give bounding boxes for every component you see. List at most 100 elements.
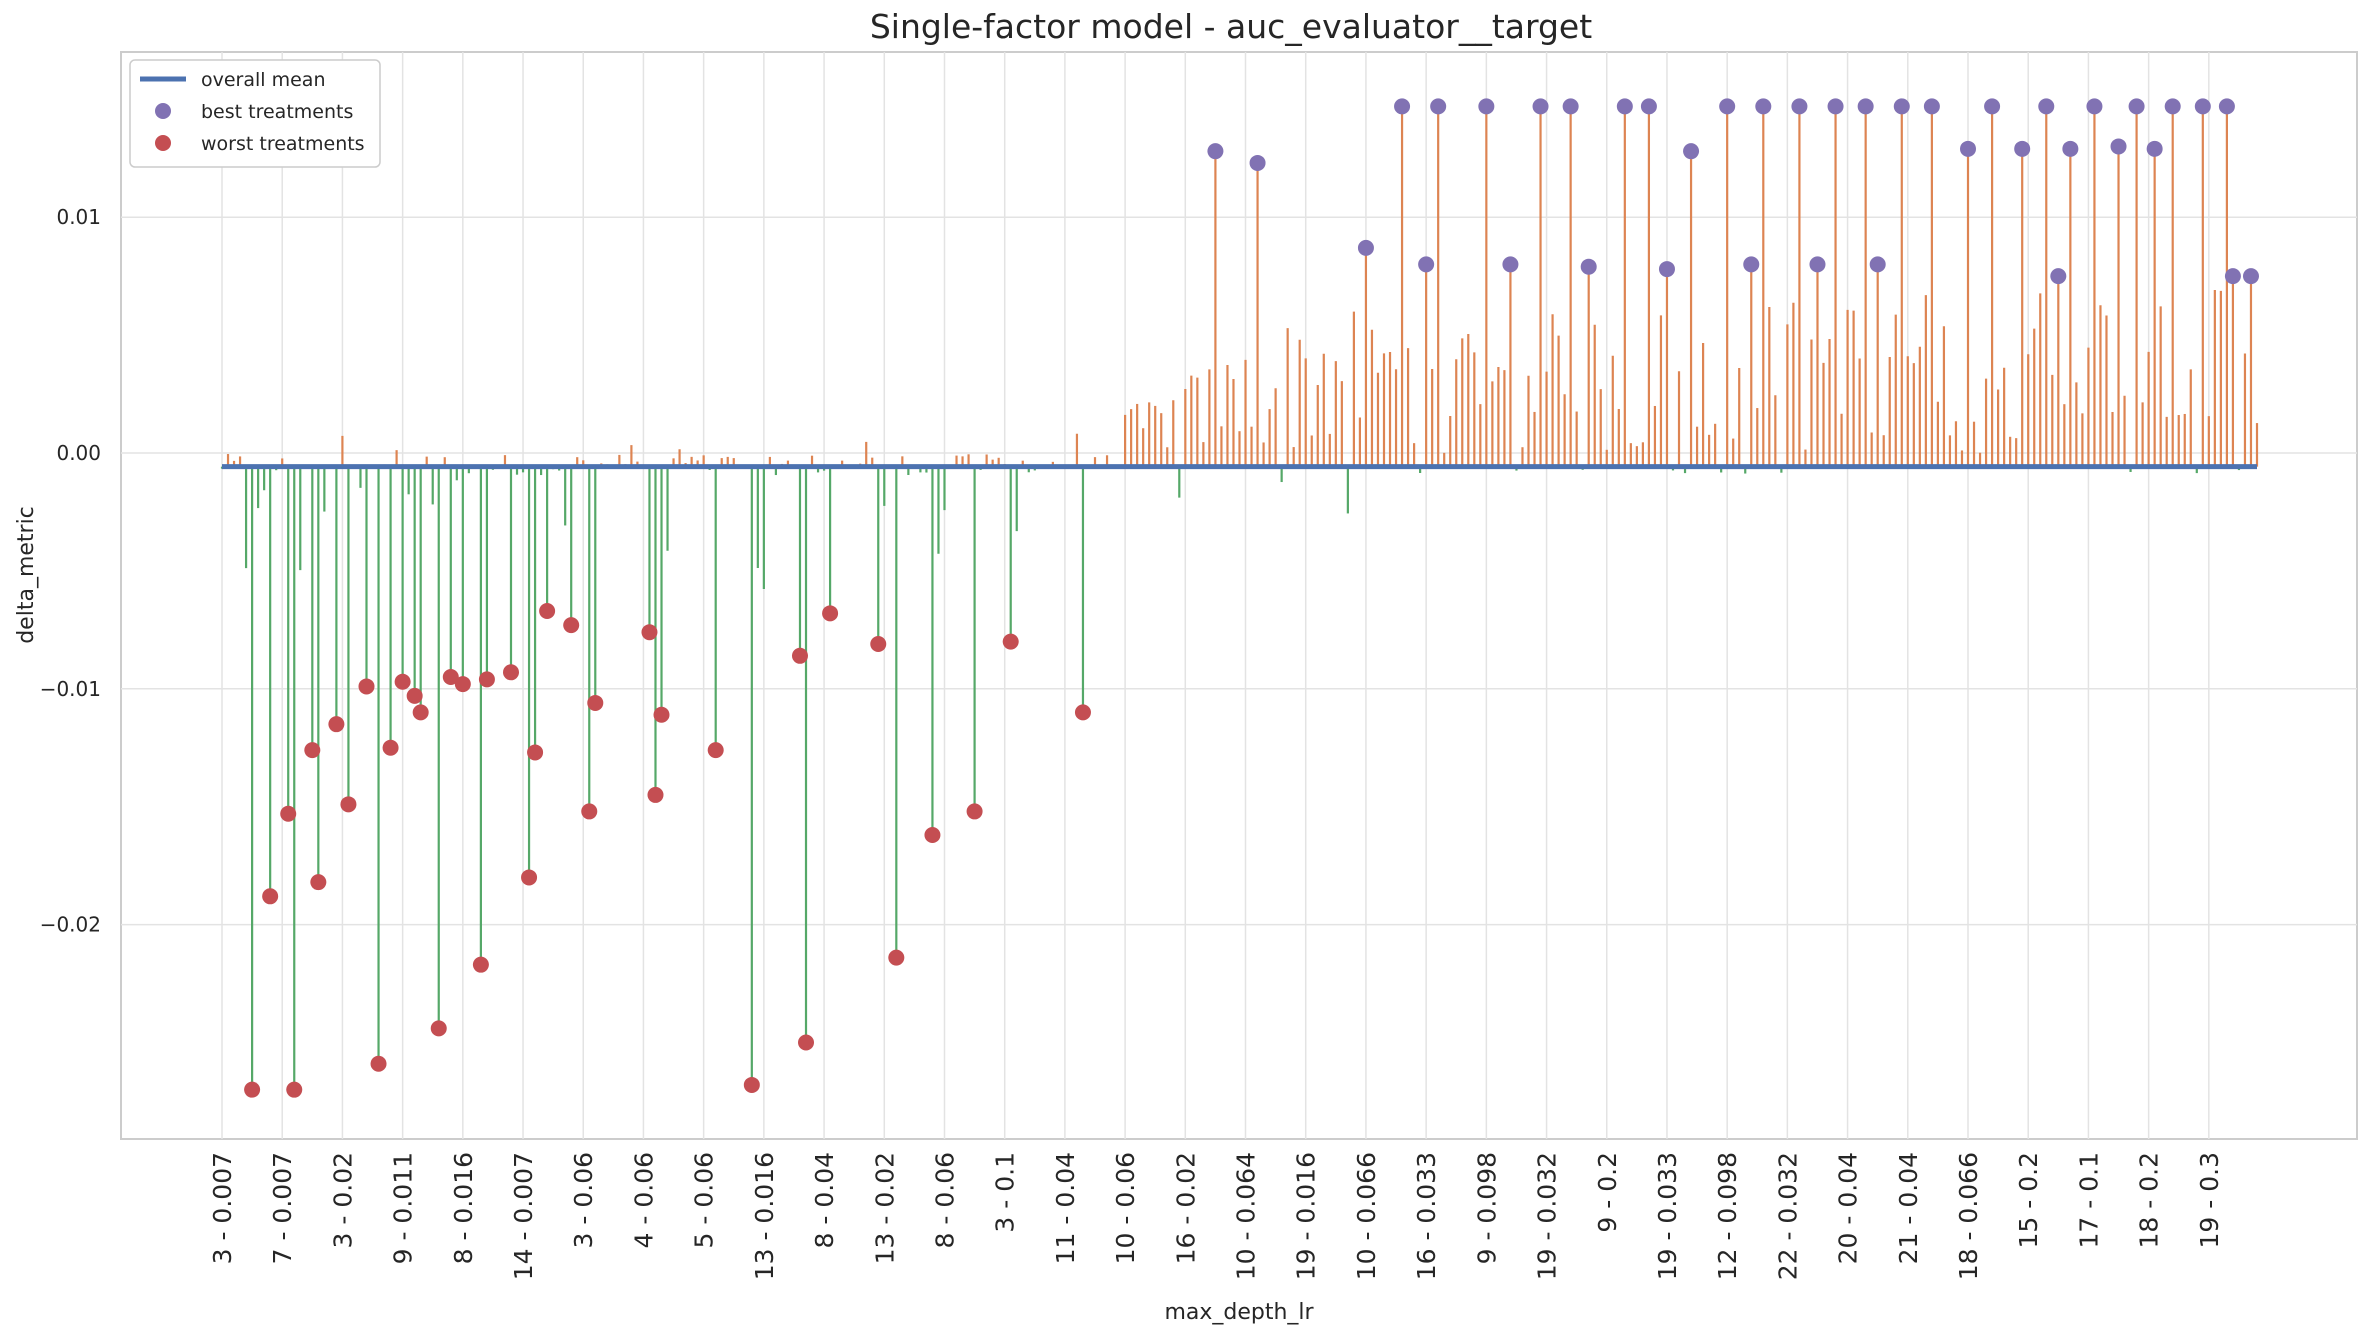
best-treatment-point [2110, 138, 2127, 155]
y-tick-label: 0.00 [56, 441, 101, 465]
worst-treatment-point [406, 687, 423, 704]
best-treatment-point [1249, 154, 1266, 171]
x-tick-label: 10 - 0.066 [1352, 1152, 1381, 1280]
worst-treatment-point [743, 1076, 760, 1093]
x-tick-label: 18 - 0.2 [2135, 1152, 2164, 1248]
y-tick-labels: 0.01 0.00 −0.01 −0.02 [40, 205, 101, 936]
worst-treatment-point [394, 673, 411, 690]
x-tick-label: 16 - 0.033 [1412, 1152, 1441, 1280]
x-tick-label: 17 - 0.1 [2074, 1152, 2103, 1248]
x-tick-label: 3 - 0.02 [328, 1152, 357, 1248]
best-treatment-point [1755, 98, 1772, 115]
legend-label-mean: overall mean [201, 69, 326, 91]
best-treatment-point [1827, 98, 1844, 115]
x-axis-title: max_depth_lr [1164, 1300, 1314, 1325]
legend-box [129, 59, 381, 168]
best-treatment-point [1743, 256, 1760, 273]
best-treatment-point [1394, 98, 1411, 115]
best-treatment-point [1893, 98, 1910, 115]
best-treatment-point [2062, 140, 2079, 157]
worst-treatment-point [244, 1081, 261, 1098]
x-tick-label: 8 - 0.04 [810, 1152, 839, 1248]
x-tick-label: 21 - 0.04 [1894, 1152, 1923, 1264]
worst-treatment-point [478, 671, 495, 688]
x-tick-label: 22 - 0.032 [1773, 1152, 1802, 1280]
chart-title: Single-factor model - auc_evaluator__tar… [870, 7, 1592, 46]
worst-treatment-point [563, 617, 580, 634]
best-treatment-point [2050, 268, 2067, 285]
worst-treatment-point [358, 678, 375, 695]
worst-treatment-point [653, 706, 670, 723]
best-treatment-point [1719, 98, 1736, 115]
worst-treatment-point [472, 956, 489, 973]
worst-treatment-point [870, 635, 887, 652]
best-treatment-point [1923, 98, 1940, 115]
x-tick-label: 19 - 0.3 [2195, 1152, 2224, 1248]
plot-frame [120, 51, 2358, 1140]
x-tick-label: 8 - 0.06 [930, 1152, 959, 1248]
x-tick-label: 3 - 0.007 [208, 1152, 237, 1264]
worst-treatment-point [707, 742, 724, 759]
best-treatment-point [1562, 98, 1579, 115]
x-tick-label: 4 - 0.06 [629, 1152, 658, 1248]
worst-treatment-point [502, 664, 519, 681]
x-tick-label: 12 - 0.098 [1713, 1152, 1742, 1280]
worst-treatment-point [286, 1081, 303, 1098]
x-tick-label: 7 - 0.007 [268, 1152, 297, 1264]
best-treatment-point [1791, 98, 1808, 115]
worst-treatment-point [587, 694, 604, 711]
grid-layer [121, 52, 2357, 1139]
best-treatment-point [1580, 258, 1597, 275]
x-tick-label: 3 - 0.1 [991, 1152, 1020, 1233]
x-tick-labels: 3 - 0.007 7 - 0.007 3 - 0.02 9 - 0.011 8 - 0… [208, 1152, 2224, 1280]
worst-treatment-point [340, 796, 357, 813]
best-treatment-point [1984, 98, 2001, 115]
x-tick-label: 9 - 0.011 [389, 1152, 418, 1264]
x-tick-label: 10 - 0.064 [1232, 1152, 1261, 1280]
x-tick-label: 19 - 0.032 [1533, 1152, 1562, 1280]
best-treatment-point [1357, 239, 1374, 256]
worst-treatment-point [822, 605, 839, 622]
worst-treatment-point [430, 1020, 447, 1037]
best-treatment-point [1478, 98, 1495, 115]
worst-treatment-point [280, 805, 297, 822]
best-treatment-point [1430, 98, 1447, 115]
x-tick-label: 18 - 0.066 [1954, 1152, 1983, 1280]
worst-treatment-point [382, 739, 399, 756]
legend-label-worst: worst treatments [201, 133, 365, 155]
worst-treatment-point [791, 647, 808, 664]
worst-treatment-point [798, 1034, 815, 1051]
best-treatment-point [2194, 98, 2211, 115]
best-treatment-point [1658, 261, 1675, 278]
y-axis-title: delta_metric [14, 506, 39, 644]
worst-treatment-point [370, 1055, 387, 1072]
best-treatment-point [1418, 256, 1435, 273]
worst-treatment-point [641, 624, 658, 641]
best-treatment-point [1640, 98, 1657, 115]
worst-treatment-point [888, 949, 905, 966]
worst-treatment-point [262, 888, 279, 905]
legend-label-best: best treatments [201, 101, 353, 123]
best-treatment-point [1532, 98, 1549, 115]
worst-treatment-point [966, 803, 983, 820]
best-treatment-point [1683, 143, 1700, 160]
worst-treatment-point [527, 744, 544, 761]
best-treatment-point [2218, 98, 2235, 115]
best-treatment-point [1502, 256, 1519, 273]
x-tick-label: 11 - 0.04 [1051, 1152, 1080, 1264]
worst-treatment-point [328, 716, 345, 733]
best-treatment-point [1857, 98, 1874, 115]
worst-treatment-point [924, 826, 941, 843]
best-treatment-point [2128, 98, 2145, 115]
stems-layer [220, 106, 2259, 1090]
x-tick-label: 10 - 0.06 [1111, 1152, 1140, 1264]
worst-treatment-point [581, 803, 598, 820]
worst-treatment-point [521, 869, 538, 886]
legend: overall mean best treatments worst treat… [129, 59, 381, 168]
legend-worst-swatch [155, 135, 171, 151]
y-tick-label: −0.02 [40, 913, 101, 937]
x-tick-label: 13 - 0.02 [870, 1152, 899, 1264]
x-tick-label: 3 - 0.06 [569, 1152, 598, 1248]
best-treatment-point [2224, 268, 2241, 285]
x-tick-label: 9 - 0.098 [1472, 1152, 1501, 1264]
